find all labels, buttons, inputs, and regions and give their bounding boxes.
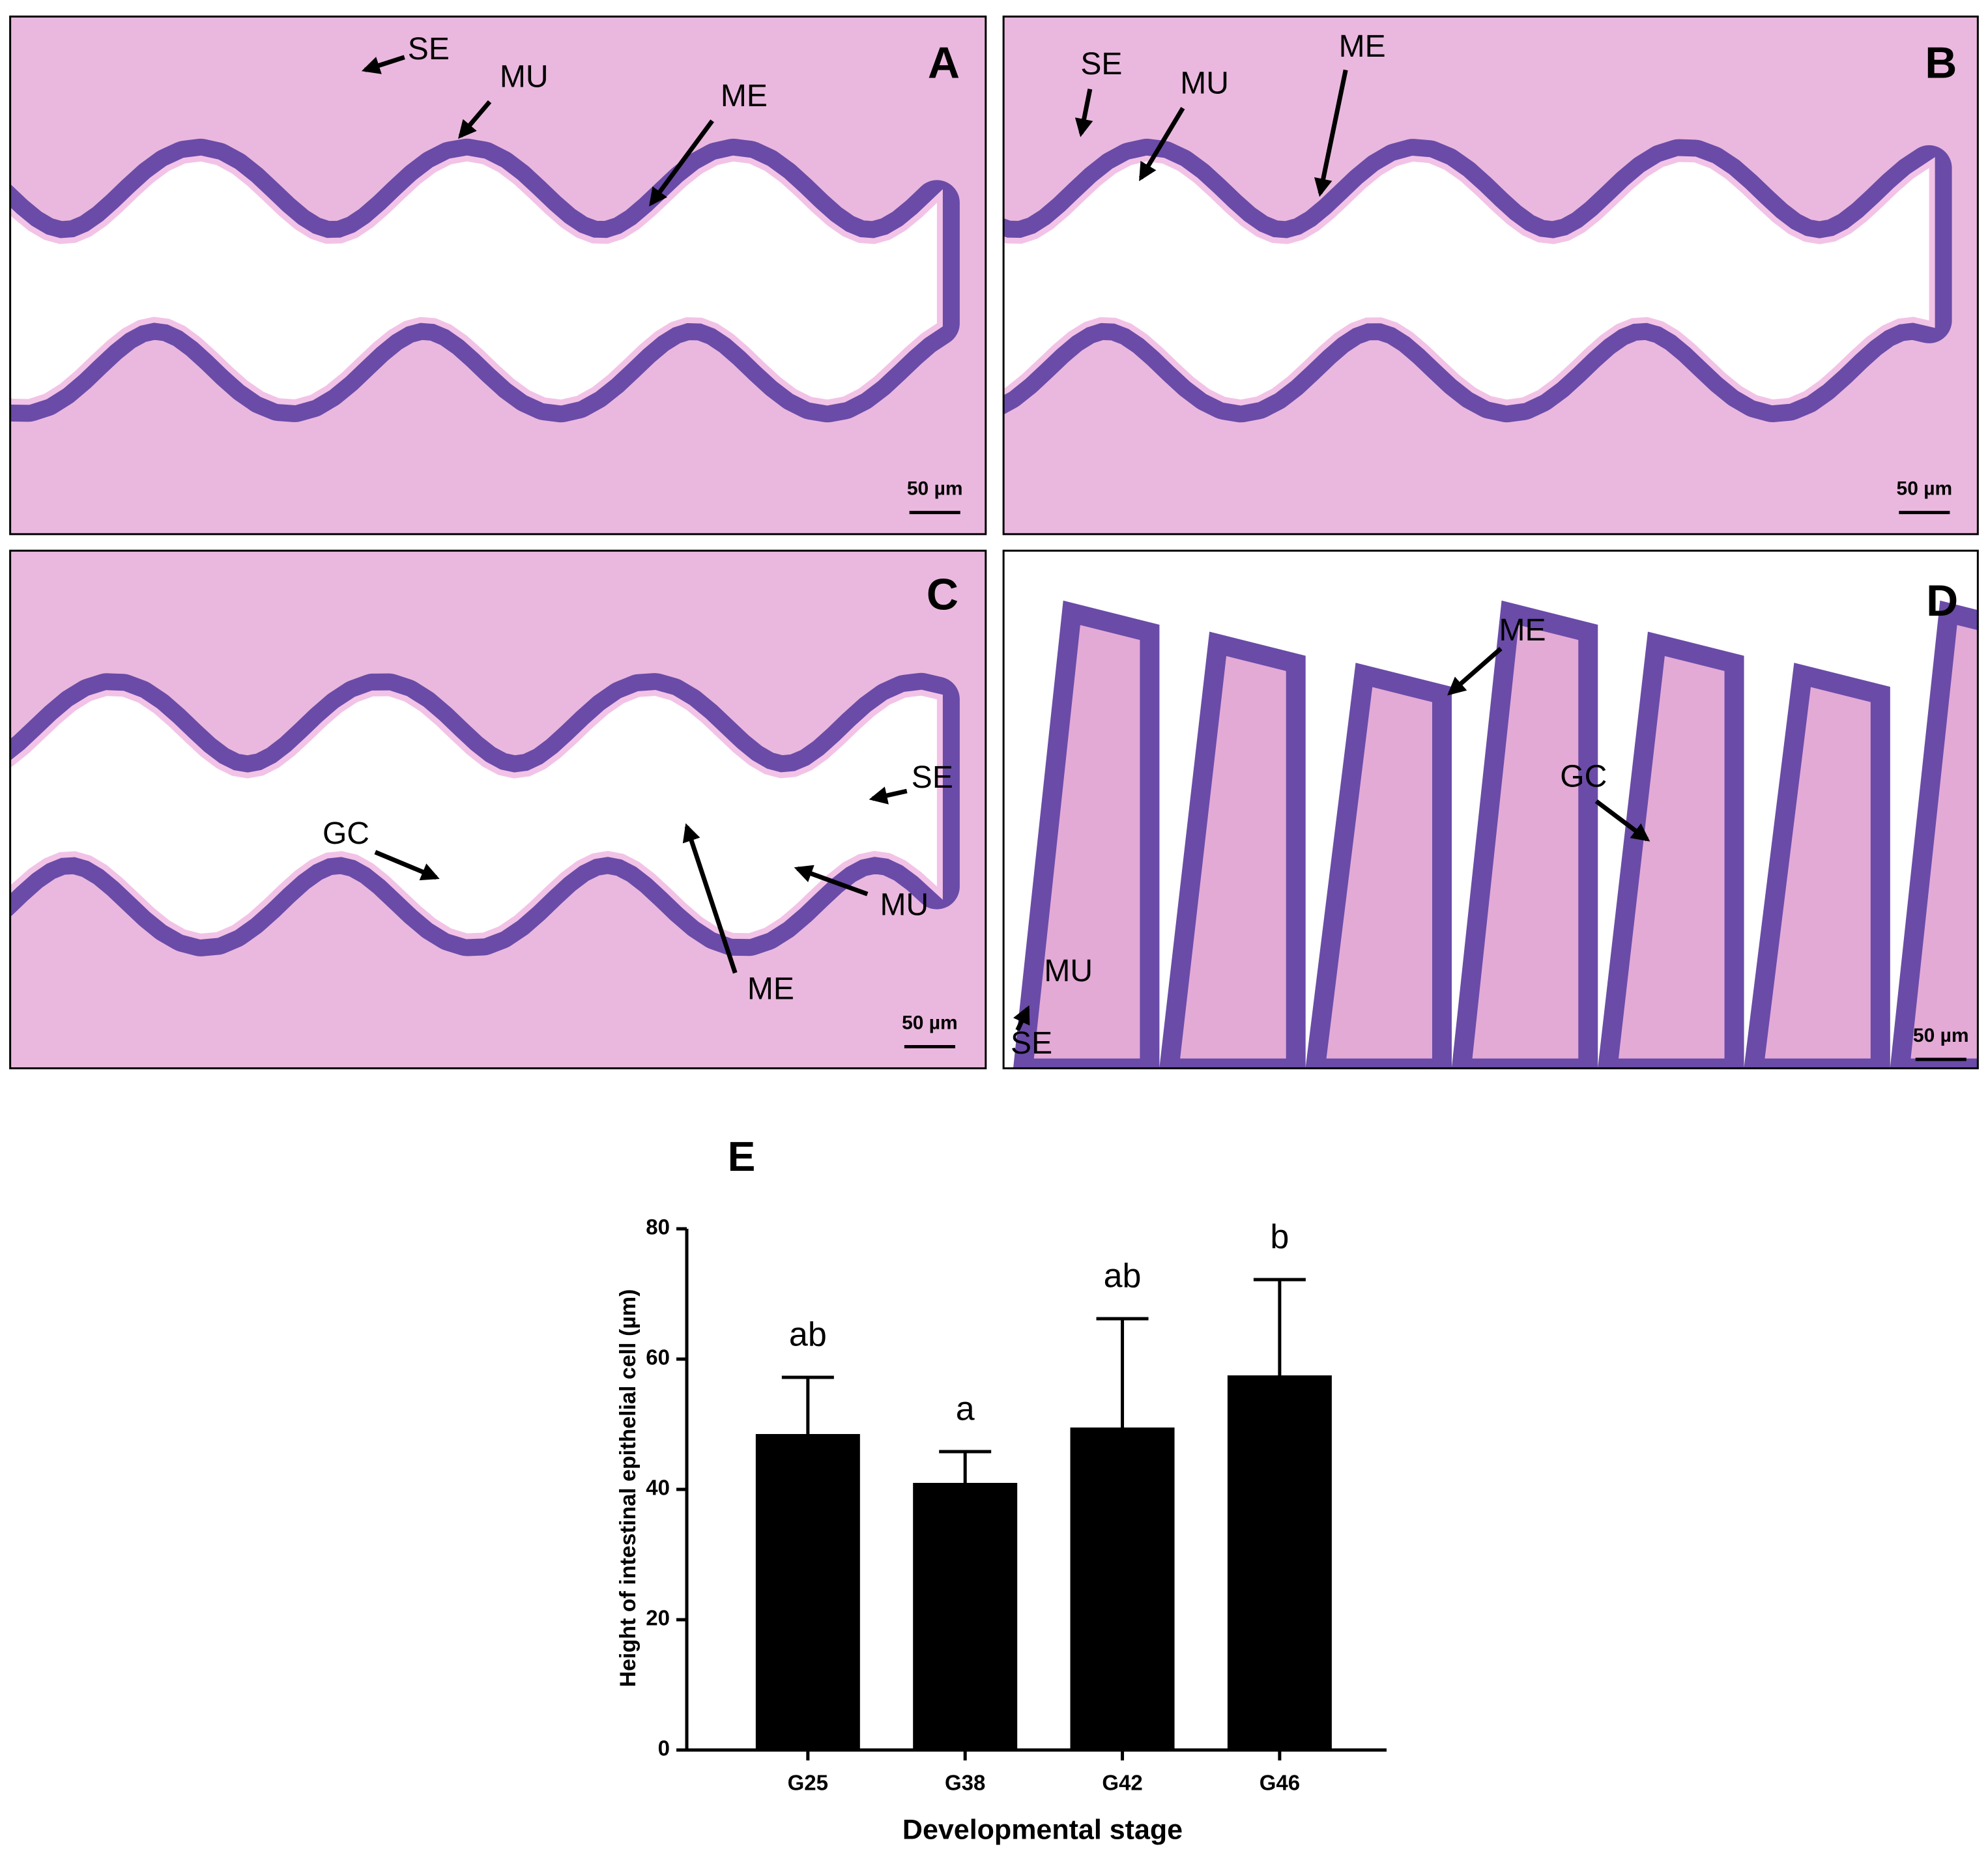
scale-bar-label: 50 µm xyxy=(902,1012,958,1033)
error-bar xyxy=(1253,1278,1306,1375)
y-tick-label: 0 xyxy=(658,1736,670,1760)
structure-label: GC xyxy=(323,816,369,851)
micrograph xyxy=(10,551,986,1069)
structure-label: ME xyxy=(1339,29,1386,64)
label-arrow xyxy=(1314,69,1348,197)
scale-bar-label: 50 µm xyxy=(1913,1025,1969,1046)
y-tick-label: 80 xyxy=(646,1215,670,1239)
structure-label: GC xyxy=(1560,759,1607,794)
structure-label: ME xyxy=(747,971,794,1006)
error-bar xyxy=(1096,1317,1149,1428)
panel-frame xyxy=(1002,15,1979,536)
bar xyxy=(1227,1375,1332,1750)
label-arrow xyxy=(1138,107,1185,182)
panel-letter: B xyxy=(1925,38,1957,87)
structure-label: ME xyxy=(721,79,768,113)
y-axis-title: Height of intestinal epithelial cell (µm… xyxy=(616,1289,641,1687)
label-arrow xyxy=(1594,799,1650,842)
panel-letter: D xyxy=(1926,576,1958,625)
panel-frame xyxy=(9,549,987,1070)
significance-label: ab xyxy=(789,1316,827,1354)
x-tick-label: G25 xyxy=(788,1771,828,1795)
error-bar xyxy=(939,1450,992,1483)
micrograph xyxy=(1003,551,1978,1069)
villus xyxy=(1159,631,1306,1069)
villus xyxy=(1598,631,1744,1069)
structure-label: ME xyxy=(1499,613,1546,648)
label-arrow xyxy=(869,786,908,805)
structure-label: SE xyxy=(1011,1026,1052,1061)
error-bar xyxy=(781,1375,834,1434)
label-arrow xyxy=(457,100,492,139)
micrograph xyxy=(10,16,986,534)
bar xyxy=(913,1483,1018,1750)
x-tick-label: G38 xyxy=(945,1771,985,1795)
significance-label: b xyxy=(1270,1218,1289,1256)
villus xyxy=(1744,663,1890,1069)
significance-label: ab xyxy=(1104,1257,1142,1295)
micrograph xyxy=(1003,16,1978,534)
structure-label: MU xyxy=(1044,954,1093,988)
label-arrow xyxy=(1013,1005,1030,1031)
significance-label: a xyxy=(956,1390,975,1428)
bar xyxy=(1070,1428,1175,1750)
structure-label: MU xyxy=(500,60,549,94)
x-tick-label: G46 xyxy=(1260,1771,1300,1795)
x-axis-title: Developmental stage xyxy=(902,1814,1183,1845)
scale-bar-label: 50 µm xyxy=(1897,478,1953,499)
label-arrow xyxy=(1447,646,1503,696)
villus xyxy=(1013,600,1160,1069)
villus xyxy=(1305,663,1452,1069)
label-arrow xyxy=(374,850,440,881)
panel-letter: C xyxy=(927,569,958,619)
structure-label: MU xyxy=(880,887,929,922)
bar xyxy=(755,1434,860,1750)
y-tick-label: 60 xyxy=(646,1345,670,1370)
lumen xyxy=(10,695,937,934)
lumen xyxy=(1003,161,1929,400)
structure-label: SE xyxy=(1080,47,1122,81)
structure-label: SE xyxy=(912,760,953,795)
label-arrow xyxy=(649,119,714,207)
panel-letter: A xyxy=(928,38,960,87)
label-arrow xyxy=(682,823,738,974)
y-tick-label: 20 xyxy=(646,1606,670,1630)
x-tick-label: G42 xyxy=(1102,1771,1142,1795)
panel-frame xyxy=(9,15,987,536)
structure-label: MU xyxy=(1180,66,1229,100)
villus xyxy=(1890,600,1978,1069)
panel-frame xyxy=(1002,549,1979,1070)
label-arrow xyxy=(794,865,869,897)
villus xyxy=(1451,600,1598,1069)
structure-label: SE xyxy=(408,32,450,66)
lumen xyxy=(10,161,937,400)
outer xyxy=(10,508,986,534)
y-tick-label: 40 xyxy=(646,1476,670,1500)
label-arrow xyxy=(361,55,405,74)
scale-bar-label: 50 µm xyxy=(907,478,963,499)
label-arrow xyxy=(1074,88,1093,137)
chart-title: E xyxy=(728,1133,756,1180)
